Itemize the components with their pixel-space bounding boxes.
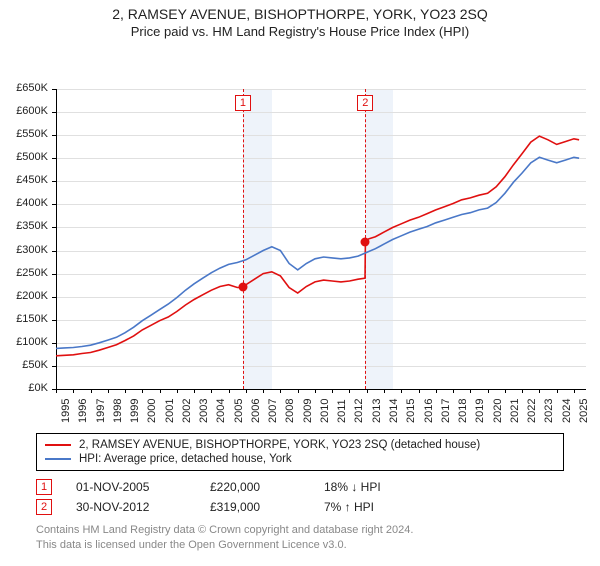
x-axis-label: 2004 [215,399,227,423]
x-axis-label: 1995 [60,399,72,423]
x-axis-label: 2023 [543,399,555,423]
x-axis-label: 1996 [77,399,89,423]
footer-line-1: Contains HM Land Registry data © Crown c… [36,523,564,538]
x-axis-label: 2003 [198,399,210,423]
series-property [56,136,579,356]
x-axis-label: 2018 [457,399,469,423]
x-axis-label: 2016 [423,399,435,423]
sales-row: 1 01-NOV-2005 £220,000 18% ↓ HPI [36,477,564,497]
sale-delta: 7% ↑ HPI [324,500,374,514]
price-chart: £0K£50K£100K£150K£200K£250K£300K£350K£40… [0,43,600,427]
legend-row: 2, RAMSEY AVENUE, BISHOPTHORPE, YORK, YO… [45,438,555,452]
x-axis-label: 1999 [129,399,141,423]
x-axis-label: 2013 [371,399,383,423]
footer-attribution: Contains HM Land Registry data © Crown c… [36,523,564,553]
x-axis-label: 2000 [146,399,158,423]
sale-price: £220,000 [210,480,300,494]
x-axis-label: 2006 [250,399,262,423]
sale-price: £319,000 [210,500,300,514]
legend-label: 2, RAMSEY AVENUE, BISHOPTHORPE, YORK, YO… [79,439,480,451]
legend-swatch [45,444,71,446]
x-axis-label: 2021 [509,399,521,423]
chart-title-main: 2, RAMSEY AVENUE, BISHOPTHORPE, YORK, YO… [0,6,600,22]
series-hpi [56,157,579,348]
legend-box: 2, RAMSEY AVENUE, BISHOPTHORPE, YORK, YO… [36,433,564,471]
x-axis-label: 2009 [302,399,314,423]
legend-row: HPI: Average price, detached house, York [45,452,555,466]
x-axis-label: 2022 [526,399,538,423]
x-axis-label: 2012 [353,399,365,423]
x-axis-label: 2008 [284,399,296,423]
sale-delta: 18% ↓ HPI [324,480,381,494]
x-axis-label: 2014 [388,399,400,423]
sale-index-box: 2 [36,499,52,515]
chart-title-sub: Price paid vs. HM Land Registry's House … [0,24,600,39]
sale-index-box: 1 [36,479,52,495]
x-axis-label: 2010 [319,399,331,423]
x-axis-label: 2007 [267,399,279,423]
x-axis-label: 2020 [492,399,504,423]
footer-line-2: This data is licensed under the Open Gov… [36,538,564,553]
x-axis-label: 2011 [336,399,348,423]
sale-date: 30-NOV-2012 [76,500,186,514]
x-axis-label: 2024 [561,399,573,423]
x-axis-label: 2015 [405,399,417,423]
x-axis-label: 2025 [578,399,590,423]
sales-row: 2 30-NOV-2012 £319,000 7% ↑ HPI [36,497,564,517]
x-axis-label: 2001 [164,399,176,423]
legend-label: HPI: Average price, detached house, York [79,453,292,465]
legend-swatch [45,458,71,460]
x-axis-label: 1998 [112,399,124,423]
sales-table: 1 01-NOV-2005 £220,000 18% ↓ HPI 2 30-NOV-201… [36,477,564,517]
x-axis-label: 2019 [474,399,486,423]
x-axis-label: 2017 [440,399,452,423]
x-axis-label: 1997 [95,399,107,423]
x-axis-label: 2002 [181,399,193,423]
x-axis-label: 2005 [233,399,245,423]
sale-date: 01-NOV-2005 [76,480,186,494]
